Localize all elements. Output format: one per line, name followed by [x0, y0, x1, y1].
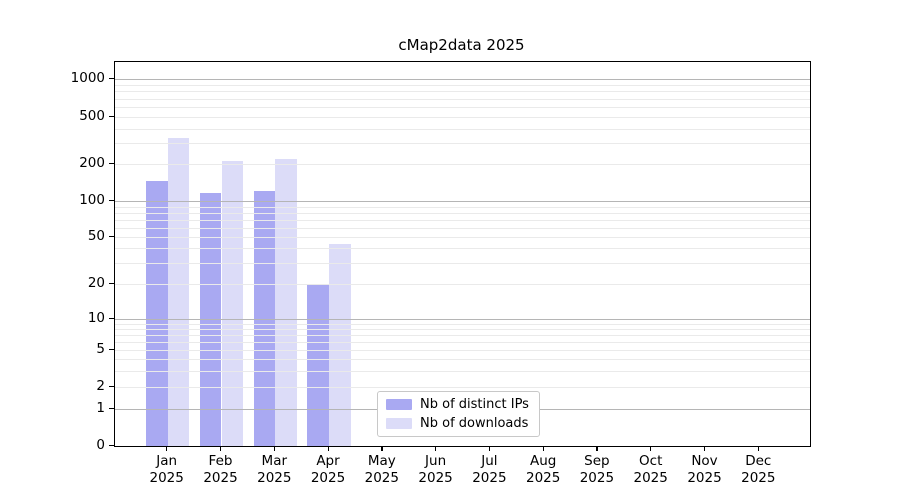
x-tick-label: May 2025	[352, 453, 412, 487]
y-tick-mark	[109, 282, 114, 284]
bars-layer	[115, 62, 810, 446]
x-tick-mark	[273, 446, 276, 451]
y-tick-label: 500	[79, 108, 105, 124]
y-tick-label: 0	[96, 437, 105, 453]
y-tick-label: 5	[96, 341, 105, 357]
x-tick-label: Dec 2025	[728, 453, 788, 487]
x-tick-year: 2025	[149, 470, 184, 486]
x-tick-year: 2025	[472, 470, 507, 486]
x-tick-year: 2025	[579, 470, 615, 486]
bar-downloads	[329, 243, 351, 446]
y-tick-mark	[109, 199, 114, 201]
x-tick-month: Sep	[584, 453, 610, 469]
x-tick-label: Jan 2025	[137, 453, 197, 487]
x-tick-month: Aug	[530, 453, 557, 469]
y-tick-mark	[109, 77, 114, 79]
x-tick-month: Feb	[208, 453, 233, 469]
x-tick-month: Dec	[745, 453, 772, 469]
x-tick-mark	[596, 446, 598, 451]
x-tick-label: Jun 2025	[406, 453, 466, 487]
legend-label: Nb of distinct IPs	[420, 397, 529, 412]
y-tick-mark	[109, 407, 114, 410]
x-tick-label: Aug 2025	[513, 453, 573, 487]
chart-title: cMap2data 2025	[398, 36, 525, 54]
x-tick-month: May	[367, 453, 396, 469]
y-tick-label: 200	[79, 155, 105, 172]
x-tick-mark	[381, 446, 383, 451]
y-tick-mark	[109, 162, 114, 165]
y-tick-label: 10	[87, 310, 105, 327]
bar-distinct-ips	[146, 181, 168, 446]
y-tick-mark	[109, 317, 114, 320]
bar-downloads	[167, 138, 190, 446]
x-tick-label: Nov 2025	[675, 453, 735, 487]
legend-swatch	[386, 418, 412, 429]
y-tick-mark	[109, 444, 114, 446]
x-tick-mark	[220, 446, 222, 451]
y-tick-mark	[109, 348, 114, 350]
x-tick-month: Jan	[156, 453, 178, 469]
legend-item: Nb of distinct IPs	[386, 397, 529, 412]
legend-label: Nb of downloads	[420, 416, 529, 431]
x-tick-label: Mar 2025	[244, 453, 304, 487]
x-tick-label: Apr 2025	[298, 453, 358, 487]
plot-area	[114, 61, 811, 447]
y-tick-mark	[109, 385, 114, 387]
y-tick-label: 100	[79, 192, 105, 208]
bar-distinct-ips	[253, 191, 276, 446]
x-tick-month: Oct	[639, 453, 663, 469]
x-tick-month: Nov	[691, 453, 718, 469]
y-tick-label: 20	[87, 275, 105, 291]
x-tick-year: 2025	[687, 470, 722, 486]
x-tick-mark	[704, 446, 706, 451]
y-tick-label: 50	[87, 228, 105, 244]
x-tick-year: 2025	[257, 470, 292, 486]
x-tick-year: 2025	[310, 470, 346, 486]
x-tick-month: Jun	[425, 453, 447, 469]
legend: Nb of distinct IPs Nb of downloads	[377, 391, 540, 437]
x-tick-month: Apr	[316, 453, 340, 469]
bar-downloads	[221, 160, 244, 446]
y-tick-label: 2	[96, 378, 105, 394]
y-tick-mark	[109, 115, 114, 117]
y-tick-mark	[109, 235, 114, 237]
x-tick-mark	[757, 446, 760, 451]
x-tick-mark	[166, 446, 168, 451]
bar-downloads	[275, 159, 297, 446]
x-tick-year: 2025	[418, 470, 453, 486]
legend-swatch	[386, 399, 412, 410]
y-tick-label: 1	[96, 400, 105, 417]
x-tick-year: 2025	[364, 470, 399, 486]
x-tick-month: Jul	[481, 453, 498, 469]
x-tick-label: Feb 2025	[191, 453, 251, 487]
x-tick-month: Mar	[261, 453, 288, 469]
x-tick-label: Jul 2025	[459, 453, 519, 487]
x-tick-year: 2025	[741, 470, 776, 486]
legend-item: Nb of downloads	[386, 416, 529, 431]
x-tick-mark	[650, 446, 652, 451]
y-tick-label: 1000	[70, 70, 105, 86]
x-tick-label: Oct 2025	[621, 453, 681, 487]
x-tick-label: Sep 2025	[567, 453, 627, 487]
x-tick-year: 2025	[526, 470, 561, 486]
x-tick-year: 2025	[203, 470, 238, 486]
x-tick-mark	[435, 446, 437, 451]
x-tick-mark	[542, 446, 544, 451]
x-tick-mark	[488, 446, 491, 451]
x-tick-year: 2025	[633, 470, 668, 486]
x-tick-mark	[327, 446, 329, 451]
bar-distinct-ips	[199, 192, 222, 446]
bar-distinct-ips	[307, 284, 329, 446]
